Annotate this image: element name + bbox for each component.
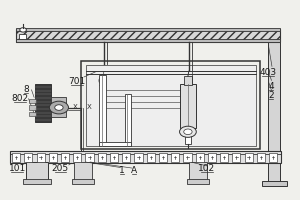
Text: 8: 8 [23, 85, 29, 94]
Text: 205: 205 [52, 164, 69, 173]
Bar [23, 179, 52, 184]
Bar [268, 40, 280, 183]
Text: 101: 101 [8, 164, 26, 173]
Bar [35, 84, 52, 122]
Bar [110, 153, 118, 162]
Bar [74, 162, 92, 181]
Text: A: A [130, 166, 136, 175]
Bar [124, 94, 131, 146]
Bar [61, 153, 69, 162]
Bar [245, 153, 253, 162]
Bar [183, 153, 191, 162]
Bar [262, 181, 287, 186]
Bar [29, 105, 36, 110]
Bar [26, 162, 49, 181]
Bar [16, 39, 280, 42]
Bar [37, 153, 45, 162]
Bar [52, 97, 66, 117]
Circle shape [55, 105, 63, 110]
Bar [12, 153, 20, 162]
Bar [81, 61, 260, 149]
Circle shape [180, 126, 196, 137]
Bar [29, 99, 36, 103]
Bar [269, 153, 277, 162]
Circle shape [20, 28, 26, 32]
Bar [29, 112, 36, 116]
Bar [196, 153, 204, 162]
Bar [184, 76, 192, 85]
Bar [134, 153, 142, 162]
Bar [159, 153, 167, 162]
Bar [10, 151, 281, 163]
Bar [99, 75, 106, 146]
Text: 6: 6 [98, 77, 103, 86]
Bar [86, 65, 256, 146]
Bar [24, 153, 32, 162]
Text: 102: 102 [198, 164, 215, 173]
Circle shape [50, 101, 68, 114]
Text: 1: 1 [119, 166, 124, 175]
Bar [208, 153, 216, 162]
Bar [171, 153, 179, 162]
Bar [16, 28, 280, 31]
Text: 802: 802 [11, 94, 29, 103]
Bar [72, 179, 94, 184]
Bar [232, 153, 241, 162]
Bar [98, 153, 106, 162]
Bar [73, 153, 81, 162]
Bar [220, 153, 228, 162]
Bar [185, 128, 191, 144]
Bar [19, 34, 26, 39]
Text: 701: 701 [68, 77, 86, 86]
Bar [85, 153, 94, 162]
Bar [189, 162, 207, 181]
Text: 403: 403 [260, 68, 277, 77]
Bar [180, 84, 196, 128]
Bar [147, 153, 155, 162]
Bar [122, 153, 130, 162]
Bar [16, 29, 280, 42]
Bar [257, 153, 265, 162]
Text: 4: 4 [268, 82, 274, 91]
Bar [99, 142, 131, 146]
Circle shape [184, 129, 192, 135]
Text: X: X [72, 104, 77, 110]
Bar [49, 153, 57, 162]
Bar [187, 179, 209, 184]
Text: X: X [86, 104, 91, 110]
Text: 2: 2 [268, 91, 274, 100]
